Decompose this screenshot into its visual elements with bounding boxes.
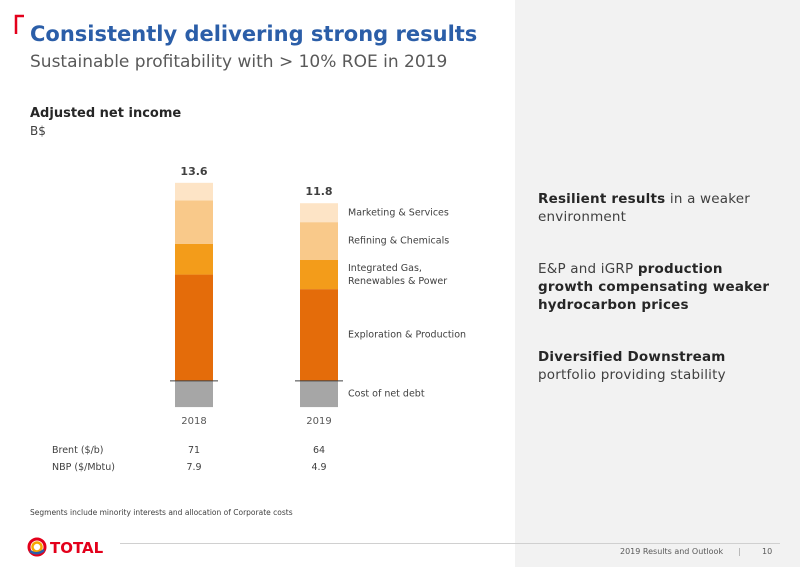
- bar-segment: [300, 260, 338, 290]
- logo-text: TOTAL: [50, 539, 104, 557]
- bar-segment: [300, 222, 338, 261]
- bar-segment: [175, 274, 213, 381]
- legend-label: Integrated Gas, Renewables & Power: [348, 262, 448, 287]
- legend-label: Refining & Chemicals: [348, 235, 450, 247]
- x-tick-label: 2018: [181, 416, 206, 427]
- bold-text: Diversified Downstream: [538, 349, 726, 365]
- footer-rule: [120, 543, 780, 544]
- footnote: Segments include minority interests and …: [30, 508, 293, 517]
- bar-segment: [175, 182, 213, 201]
- page-number: 10: [762, 547, 773, 556]
- total-label: 11.8: [305, 185, 332, 198]
- side-panel: [515, 0, 800, 567]
- bar-segment: [300, 380, 338, 408]
- key-point: Diversified Downstream portfolio providi…: [538, 348, 778, 384]
- x-tick-label: 2019: [306, 416, 331, 427]
- text: E&P and iGRP: [538, 261, 638, 277]
- bar-segment: [300, 203, 338, 223]
- corner-mark: [14, 14, 24, 34]
- bar-segment: [175, 200, 213, 244]
- row-header: NBP ($/Mbtu): [52, 462, 116, 473]
- bar-segment: [300, 289, 338, 381]
- chart-title: Adjusted net income: [30, 106, 182, 121]
- logo-icon: [27, 537, 47, 557]
- total-label: 13.6: [180, 165, 207, 178]
- legend-label: Cost of net debt: [348, 388, 425, 400]
- key-point: Resilient results in a weaker environmen…: [538, 190, 778, 226]
- footer-separator: |: [738, 547, 741, 556]
- bar-segment: [175, 243, 213, 275]
- title: Consistently delivering strong results: [30, 22, 478, 46]
- table-cell: 7.9: [186, 462, 202, 473]
- table-cell: 64: [312, 445, 326, 456]
- legend-label: Marketing & Services: [348, 207, 449, 219]
- key-point: E&P and iGRP production growth compensat…: [538, 260, 778, 314]
- row-header: Brent ($/b): [52, 445, 104, 456]
- footer-label: 2019 Results and Outlook: [620, 547, 724, 556]
- subtitle: Sustainable profitability with > 10% ROE…: [30, 52, 448, 72]
- text: portfolio providing stability: [538, 367, 726, 383]
- chart: 13.6 2018 11.8 2019: [170, 165, 343, 427]
- bar-segment: [175, 380, 213, 408]
- legend-label: Exploration & Production: [348, 329, 467, 341]
- table-cell: 71: [187, 445, 201, 456]
- text: in a weaker environment: [538, 191, 751, 225]
- bold-text: Resilient results: [538, 191, 666, 207]
- unit: B$: [30, 124, 46, 138]
- bold-text: production growth compensating weaker hy…: [538, 261, 770, 313]
- table-cell: 4.9: [311, 462, 327, 473]
